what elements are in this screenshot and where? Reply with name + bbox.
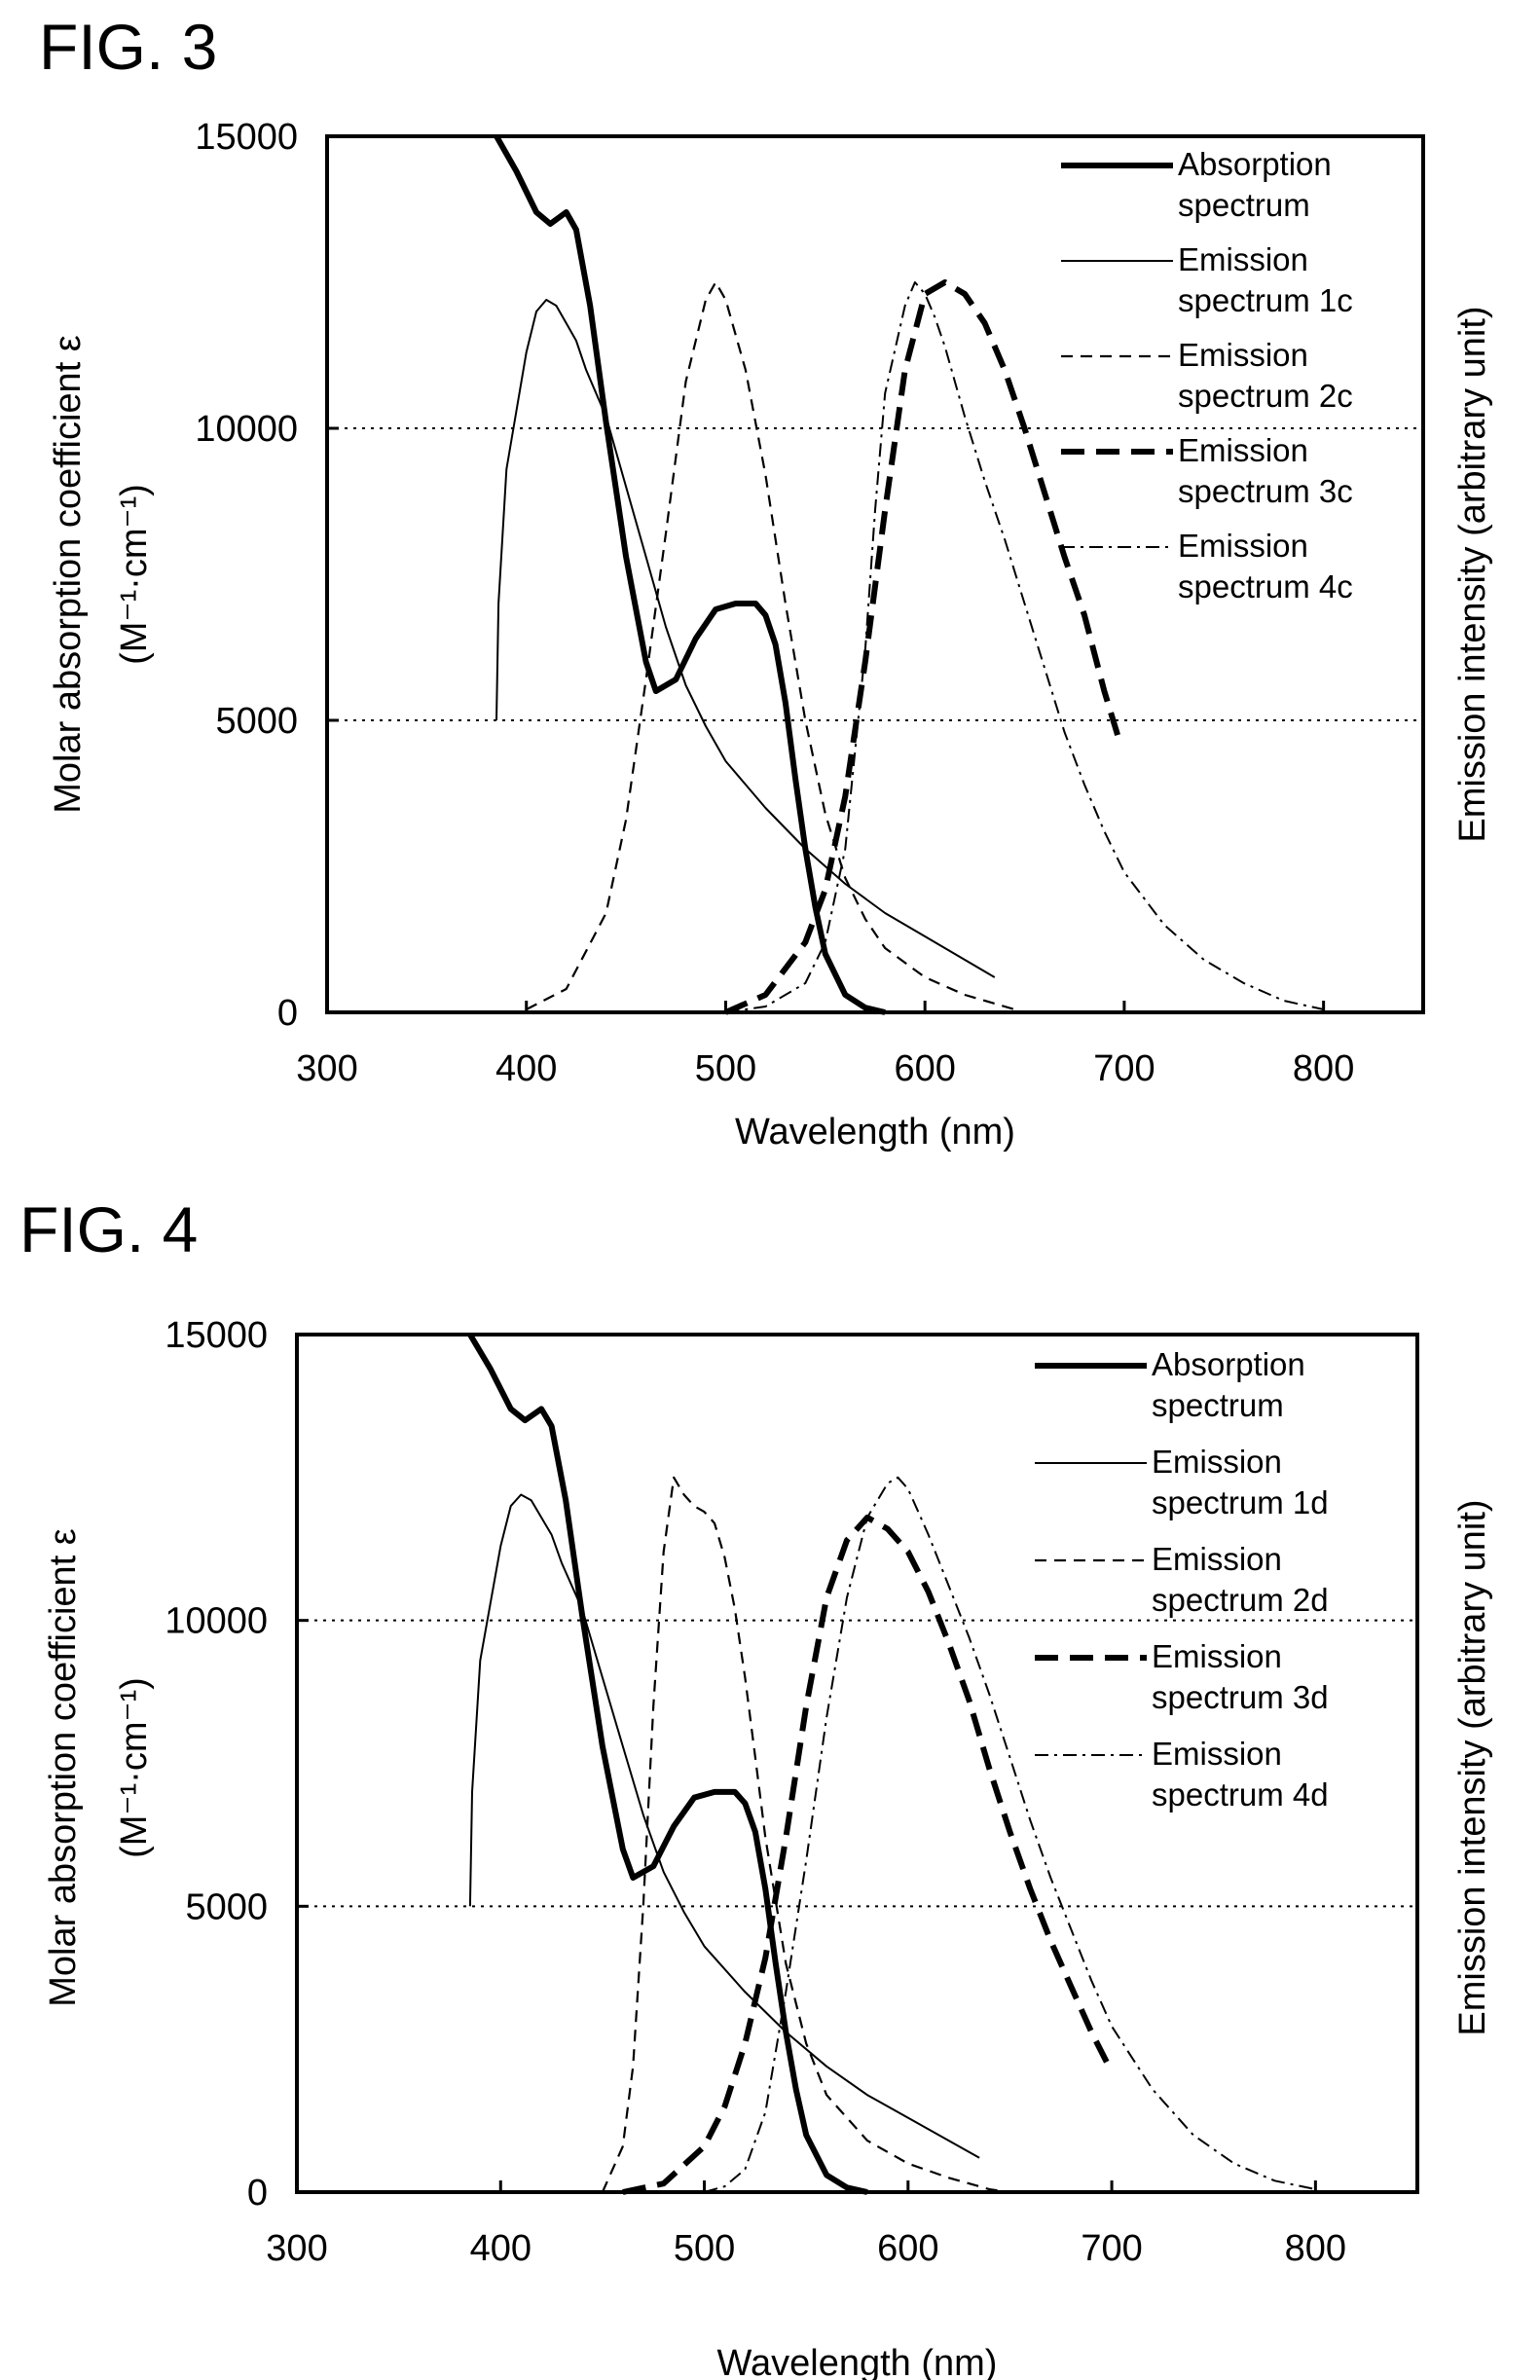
legend-label: Absorption spectrum <box>1152 1346 1305 1423</box>
legend-label: Emission spectrum 1d <box>1152 1444 1329 1520</box>
legend-label: Emission spectrum 4d <box>1152 1736 1329 1812</box>
absorption-emission-chart: 300 400 500 600 700 800 0 5000 10000 15000 Wavelen… <box>43 1315 1493 2380</box>
figure-label: FIG. 4 <box>19 1193 199 1265</box>
y-axis-unit: (M⁻¹·cm⁻¹) <box>114 1677 155 1858</box>
series-line <box>495 299 996 978</box>
series-line <box>494 134 886 1015</box>
legend-label: Emission spectrum 4c <box>1178 528 1353 604</box>
x-tick-label: 700 <box>1093 1048 1155 1089</box>
legend-label: Emission spectrum 1c <box>1178 241 1353 318</box>
series-line <box>622 1514 1115 2195</box>
y2-axis-title: Emission intensity (arbitrary unit) <box>1452 306 1493 842</box>
x-tick-label: 600 <box>877 2228 938 2269</box>
legend-label: Emission spectrum 3d <box>1152 1638 1329 1715</box>
x-tick-label: 500 <box>695 1048 756 1089</box>
y-tick-label: 0 <box>277 993 298 1034</box>
y-tick-label: 0 <box>247 2173 268 2214</box>
y-tick-label: 15000 <box>165 1315 268 1356</box>
y-tick-label: 5000 <box>215 701 298 742</box>
y-axis-title: Molar absorption coefficient ε <box>48 335 89 814</box>
series-line <box>467 1333 868 2195</box>
series-line <box>724 279 1123 1015</box>
x-tick-label: 800 <box>1285 2228 1346 2269</box>
x-axis-title: Wavelength (nm) <box>717 2343 998 2380</box>
y-tick-label: 15000 <box>195 117 298 158</box>
y-axis-title: Molar absorption coefficient ε <box>43 1528 84 2007</box>
legend-label: Emission spectrum 2d <box>1152 1541 1329 1618</box>
x-axis-title: Wavelength (nm) <box>735 1112 1015 1153</box>
x-tick-label: 800 <box>1293 1048 1354 1089</box>
x-tick-label: 300 <box>296 1048 357 1089</box>
y-tick-label: 5000 <box>185 1886 268 1927</box>
absorption-emission-chart: 300 400 500 600 700 800 0 5000 10000 15000 Wavelen… <box>48 117 1493 1153</box>
series-line <box>526 280 1025 1014</box>
x-tick-label: 700 <box>1081 2228 1142 2269</box>
legend-label: Emission spectrum 2c <box>1178 337 1353 414</box>
x-tick-label: 400 <box>470 2228 532 2269</box>
x-tick-label: 500 <box>674 2228 735 2269</box>
legend-label: Emission spectrum 3c <box>1178 432 1353 509</box>
y-tick-label: 10000 <box>165 1601 268 1642</box>
y-axis-unit: (M⁻¹·cm⁻¹) <box>114 484 155 665</box>
series-line <box>601 1476 1010 2194</box>
legend-label: Absorption spectrum <box>1178 146 1332 223</box>
x-tick-label: 300 <box>266 2228 327 2269</box>
series-line <box>468 1493 980 2159</box>
y2-axis-title: Emission intensity (arbitrary unit) <box>1452 1499 1493 2035</box>
y-tick-label: 10000 <box>195 409 298 450</box>
figure-label: FIG. 3 <box>39 11 218 83</box>
series-line <box>704 1476 1316 2193</box>
series-line <box>725 281 1324 1013</box>
x-tick-label: 400 <box>495 1048 557 1089</box>
x-tick-label: 600 <box>894 1048 955 1089</box>
